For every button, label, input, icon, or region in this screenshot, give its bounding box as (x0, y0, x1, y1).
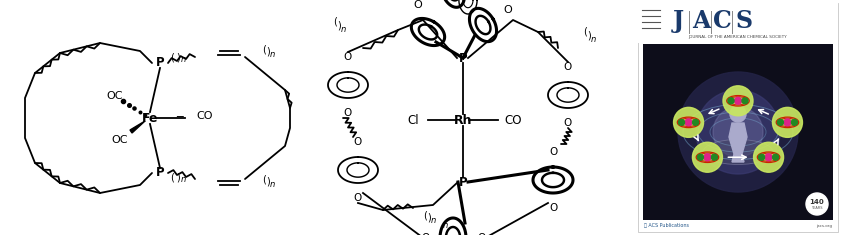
Text: n: n (591, 35, 596, 44)
Circle shape (704, 154, 711, 161)
Text: J: J (673, 9, 684, 33)
Text: OC: OC (106, 91, 123, 101)
Circle shape (713, 107, 763, 157)
Text: CO: CO (197, 111, 214, 121)
Text: OC: OC (111, 135, 128, 145)
Text: O: O (414, 0, 422, 10)
Text: (: ( (170, 53, 174, 63)
Text: O: O (421, 233, 429, 235)
Circle shape (711, 154, 717, 160)
Text: ─: ─ (176, 111, 183, 121)
Text: P: P (458, 51, 468, 64)
Ellipse shape (703, 140, 773, 164)
Circle shape (772, 154, 778, 160)
Text: 140: 140 (809, 199, 825, 205)
Text: O: O (549, 147, 557, 157)
Polygon shape (130, 121, 145, 133)
Text: ): ) (176, 173, 180, 183)
Text: ): ) (266, 177, 270, 187)
Text: n: n (431, 216, 436, 225)
Text: ⬥ ACS Publications: ⬥ ACS Publications (644, 223, 689, 228)
Text: n: n (270, 50, 275, 59)
Text: O: O (564, 62, 572, 72)
Text: P: P (155, 56, 165, 70)
Text: O: O (477, 233, 485, 235)
Circle shape (728, 98, 734, 104)
Text: n: n (443, 221, 448, 230)
Text: n: n (270, 180, 275, 189)
Text: ): ) (337, 20, 341, 30)
Circle shape (765, 154, 772, 161)
Circle shape (759, 154, 765, 160)
Circle shape (792, 119, 798, 125)
Text: P: P (155, 167, 165, 180)
Circle shape (754, 142, 783, 172)
Text: jacs.org: jacs.org (816, 224, 832, 228)
Text: n: n (181, 176, 186, 184)
Text: ): ) (427, 213, 430, 223)
Circle shape (772, 107, 803, 137)
Text: (: ( (583, 27, 587, 37)
Text: O: O (354, 137, 362, 147)
FancyBboxPatch shape (638, 3, 838, 232)
Circle shape (685, 119, 692, 126)
Text: O: O (354, 193, 362, 203)
Text: Rh: Rh (454, 114, 473, 126)
Text: (: ( (333, 17, 337, 27)
Text: (: ( (170, 173, 174, 183)
Text: A: A (692, 9, 710, 33)
Text: (: ( (262, 175, 266, 185)
Circle shape (679, 119, 684, 125)
Circle shape (734, 97, 742, 104)
Circle shape (730, 106, 746, 122)
Circle shape (806, 193, 828, 215)
Text: S: S (735, 9, 753, 33)
Text: ): ) (266, 47, 270, 57)
Text: ): ) (587, 30, 591, 40)
Text: O: O (504, 5, 512, 15)
Circle shape (784, 119, 791, 126)
Text: ): ) (176, 53, 180, 63)
Text: O: O (549, 203, 557, 213)
Text: O: O (344, 108, 352, 118)
Text: Cl: Cl (407, 114, 419, 126)
Circle shape (723, 86, 753, 116)
Circle shape (697, 154, 703, 160)
Circle shape (777, 119, 783, 125)
Text: O: O (344, 52, 352, 62)
Text: n: n (181, 55, 186, 64)
Text: C: C (712, 9, 732, 33)
Text: YEARS: YEARS (811, 206, 823, 210)
Bar (638, 3, 838, 43)
Circle shape (742, 98, 748, 104)
Text: O: O (564, 118, 572, 128)
Circle shape (692, 142, 722, 172)
Text: n: n (341, 25, 346, 34)
Bar (643, 44, 833, 220)
Circle shape (674, 107, 704, 137)
Polygon shape (729, 123, 747, 162)
Circle shape (696, 90, 780, 174)
Text: P: P (458, 176, 468, 188)
Text: (: ( (423, 210, 427, 220)
Circle shape (693, 119, 699, 125)
Text: CO: CO (504, 114, 522, 126)
Text: (: ( (262, 45, 266, 55)
Text: JOURNAL OF THE AMERICAN CHEMICAL SOCIETY: JOURNAL OF THE AMERICAN CHEMICAL SOCIETY (689, 35, 787, 39)
Text: Fe: Fe (142, 111, 159, 125)
Circle shape (678, 72, 798, 192)
